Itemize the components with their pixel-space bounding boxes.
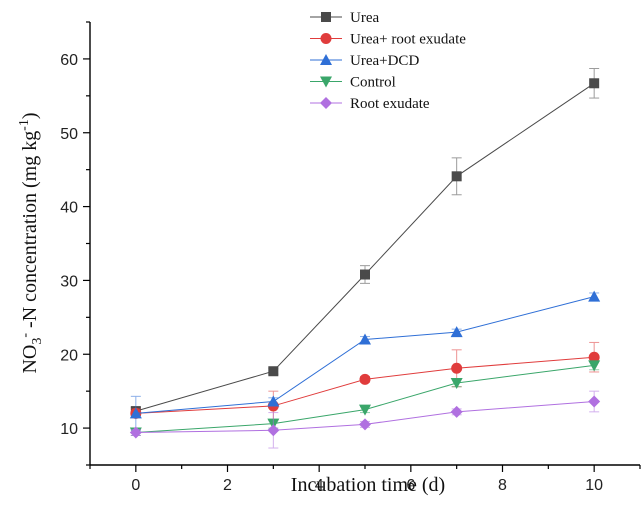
y-axis-title-close: ) bbox=[19, 112, 41, 119]
x-tick-label: 2 bbox=[223, 477, 232, 494]
data-point bbox=[268, 366, 279, 377]
data-point bbox=[359, 373, 371, 385]
series-4 bbox=[129, 390, 601, 449]
y-axis-title-sub: 3 bbox=[30, 338, 45, 345]
y-tick-label: 40 bbox=[60, 200, 78, 217]
legend-marker bbox=[320, 54, 332, 65]
legend-label: Urea+ root exudate bbox=[350, 32, 466, 48]
x-tick-label: 6 bbox=[406, 477, 415, 494]
series-layer bbox=[129, 68, 601, 449]
data-point bbox=[451, 171, 462, 182]
y-tick-label: 50 bbox=[60, 126, 78, 143]
y-axis-title-rest-sup: -1 bbox=[17, 119, 32, 131]
data-point bbox=[267, 395, 280, 407]
legend-item: Urea+ root exudate bbox=[310, 32, 466, 48]
y-tick-label: 30 bbox=[60, 273, 78, 290]
data-point bbox=[451, 362, 463, 374]
legend-label: Urea bbox=[350, 10, 379, 26]
data-point bbox=[267, 424, 280, 437]
y-tick-label: 20 bbox=[60, 347, 78, 364]
legend-item: Urea bbox=[310, 10, 379, 26]
series-line bbox=[135, 296, 595, 414]
x-tick-label: 0 bbox=[131, 477, 140, 494]
data-point bbox=[588, 395, 601, 408]
data-point bbox=[588, 360, 601, 372]
x-tick-label: 4 bbox=[315, 477, 324, 494]
axes: 0 2 4 6 8 10 10 20 30 40 50 60 bbox=[60, 21, 641, 494]
legend-marker bbox=[321, 12, 331, 22]
legend-marker bbox=[320, 33, 332, 44]
y-axis-title-sup: - bbox=[18, 333, 33, 338]
y-tick-label: 10 bbox=[60, 421, 78, 438]
legend-label: Urea+DCD bbox=[350, 53, 419, 69]
y-axis-title-main: NO bbox=[19, 345, 41, 374]
data-point bbox=[129, 426, 142, 439]
data-point bbox=[589, 78, 600, 89]
data-point bbox=[450, 326, 463, 338]
series-line bbox=[135, 82, 595, 412]
x-tick-label: 10 bbox=[585, 477, 603, 494]
y-axis-title-rest: -N concentration (mg kg bbox=[19, 131, 41, 333]
y-tick-label: 60 bbox=[60, 52, 78, 69]
data-point bbox=[359, 404, 371, 416]
data-point bbox=[450, 405, 463, 418]
legend-item: Root exudate bbox=[310, 96, 430, 112]
x-tick-label: 8 bbox=[498, 477, 507, 494]
data-point bbox=[588, 290, 601, 302]
data-point bbox=[129, 407, 142, 419]
legend-item: Urea+DCD bbox=[310, 53, 419, 69]
x-axis-title: Incubation time (d) bbox=[291, 474, 445, 496]
series-2 bbox=[129, 290, 601, 431]
legend-marker bbox=[320, 97, 332, 109]
legend-label: Control bbox=[350, 75, 396, 91]
data-point bbox=[450, 378, 463, 390]
legend-item: Control bbox=[310, 75, 396, 91]
legend-label: Root exudate bbox=[350, 96, 430, 112]
data-point bbox=[359, 333, 371, 345]
data-point bbox=[360, 269, 370, 280]
series-0 bbox=[130, 68, 600, 417]
data-point bbox=[359, 418, 371, 431]
legend: Urea Urea+ root exudate Urea+DCD Control Roo… bbox=[310, 10, 466, 112]
legend-marker bbox=[320, 76, 332, 88]
y-axis-title: NO3- -N concentration (mg kg-1) bbox=[17, 112, 45, 373]
data-point bbox=[588, 351, 600, 363]
